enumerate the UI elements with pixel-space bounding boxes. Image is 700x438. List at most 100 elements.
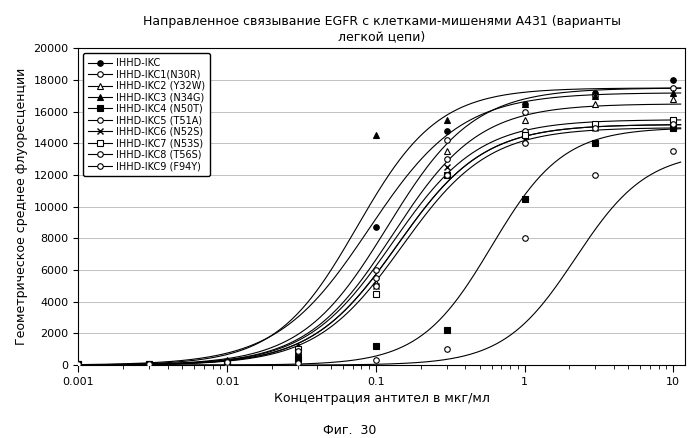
IHHD-IKC3 (N34G) xyxy=(520,101,528,106)
IHHD-IKC6 (N52S) xyxy=(520,138,528,143)
IHHD-IKC3 (N34G) xyxy=(145,361,153,366)
IHHD-IKC xyxy=(669,78,678,83)
IHHD-IKC2 (Y32W) xyxy=(669,96,678,102)
Title: Направленное связывание EGFR с клетками-мишенями А431 (варианты
легкой цепи): Направленное связывание EGFR с клетками-… xyxy=(143,15,621,43)
X-axis label: Концентрация антител в мкг/мл: Концентрация антител в мкг/мл xyxy=(274,392,489,406)
IHHD-IKC8 (T56S) xyxy=(74,362,83,367)
IHHD-IKC4 (N50T) xyxy=(442,328,451,333)
Line: IHHD-IKC3 (N34G): IHHD-IKC3 (N34G) xyxy=(76,90,676,367)
IHHD-IKC5 (T51A) xyxy=(223,359,231,364)
IHHD-IKC4 (N50T) xyxy=(669,125,678,130)
IHHD-IKC xyxy=(372,225,380,230)
IHHD-IKC2 (Y32W) xyxy=(74,362,83,367)
IHHD-IKC8 (T56S) xyxy=(372,358,380,363)
IHHD-IKC7 (N53S) xyxy=(592,122,600,127)
IHHD-IKC9 (F94Y) xyxy=(372,283,380,289)
IHHD-IKC6 (N52S) xyxy=(592,125,600,130)
Line: IHHD-IKC9 (F94Y): IHHD-IKC9 (F94Y) xyxy=(76,122,676,367)
IHHD-IKC1(N30R) xyxy=(372,268,380,273)
IHHD-IKC6 (N52S) xyxy=(74,362,83,367)
IHHD-IKC4 (N50T) xyxy=(372,343,380,349)
IHHD-IKC4 (N50T) xyxy=(145,361,153,367)
IHHD-IKC6 (N52S) xyxy=(294,350,302,355)
IHHD-IKC5 (T51A) xyxy=(294,350,302,355)
Line: IHHD-IKC7 (N53S): IHHD-IKC7 (N53S) xyxy=(76,117,676,367)
IHHD-IKC7 (N53S) xyxy=(145,361,153,367)
IHHD-IKC7 (N53S) xyxy=(294,346,302,352)
IHHD-IKC7 (N53S) xyxy=(520,133,528,138)
IHHD-IKC xyxy=(442,128,451,133)
IHHD-IKC3 (N34G) xyxy=(669,90,678,95)
Legend: IHHD-IKC, IHHD-IKC1(N30R), IHHD-IKC2 (Y32W), IHHD-IKC3 (N34G), IHHD-IKC4 (N50T),: IHHD-IKC, IHHD-IKC1(N30R), IHHD-IKC2 (Y3… xyxy=(83,53,210,176)
IHHD-IKC5 (T51A) xyxy=(442,156,451,162)
Line: IHHD-IKC4 (N50T): IHHD-IKC4 (N50T) xyxy=(76,125,676,367)
IHHD-IKC5 (T51A) xyxy=(592,122,600,127)
IHHD-IKC8 (T56S) xyxy=(442,346,451,352)
IHHD-IKC4 (N50T) xyxy=(294,356,302,361)
IHHD-IKC3 (N34G) xyxy=(223,358,231,363)
IHHD-IKC2 (Y32W) xyxy=(520,117,528,122)
IHHD-IKC9 (F94Y) xyxy=(223,359,231,364)
IHHD-IKC8 (T56S) xyxy=(669,148,678,154)
IHHD-IKC1(N30R) xyxy=(223,359,231,364)
IHHD-IKC2 (Y32W) xyxy=(294,350,302,355)
IHHD-IKC3 (N34G) xyxy=(442,117,451,122)
IHHD-IKC7 (N53S) xyxy=(223,359,231,364)
IHHD-IKC xyxy=(520,101,528,106)
IHHD-IKC9 (F94Y) xyxy=(74,362,83,367)
IHHD-IKC2 (Y32W) xyxy=(223,359,231,364)
IHHD-IKC1(N30R) xyxy=(520,109,528,114)
IHHD-IKC7 (N53S) xyxy=(74,362,83,367)
IHHD-IKC1(N30R) xyxy=(669,85,678,91)
IHHD-IKC9 (F94Y) xyxy=(669,122,678,127)
IHHD-IKC9 (F94Y) xyxy=(592,125,600,130)
IHHD-IKC7 (N53S) xyxy=(372,291,380,297)
IHHD-IKC xyxy=(592,90,600,95)
IHHD-IKC5 (T51A) xyxy=(74,362,83,367)
IHHD-IKC4 (N50T) xyxy=(520,196,528,201)
IHHD-IKC2 (Y32W) xyxy=(145,361,153,367)
IHHD-IKC2 (Y32W) xyxy=(592,101,600,106)
Line: IHHD-IKC8 (T56S): IHHD-IKC8 (T56S) xyxy=(76,148,676,367)
IHHD-IKC3 (N34G) xyxy=(294,343,302,349)
IHHD-IKC5 (T51A) xyxy=(372,276,380,281)
Line: IHHD-IKC2 (Y32W): IHHD-IKC2 (Y32W) xyxy=(76,96,676,367)
Line: IHHD-IKC1(N30R): IHHD-IKC1(N30R) xyxy=(76,85,676,367)
IHHD-IKC4 (N50T) xyxy=(74,362,83,367)
IHHD-IKC xyxy=(223,359,231,364)
IHHD-IKC7 (N53S) xyxy=(669,117,678,122)
IHHD-IKC xyxy=(145,361,153,367)
IHHD-IKC xyxy=(74,362,83,367)
IHHD-IKC3 (N34G) xyxy=(372,133,380,138)
Line: IHHD-IKC6 (N52S): IHHD-IKC6 (N52S) xyxy=(76,122,676,367)
IHHD-IKC7 (N53S) xyxy=(442,173,451,178)
Y-axis label: Геометрическое среднее флуоресценции: Геометрическое среднее флуоресценции xyxy=(15,68,28,345)
IHHD-IKC8 (T56S) xyxy=(592,173,600,178)
IHHD-IKC5 (T51A) xyxy=(145,361,153,367)
IHHD-IKC4 (N50T) xyxy=(223,359,231,364)
IHHD-IKC6 (N52S) xyxy=(223,359,231,364)
IHHD-IKC6 (N52S) xyxy=(372,283,380,289)
IHHD-IKC9 (F94Y) xyxy=(520,141,528,146)
Line: IHHD-IKC: IHHD-IKC xyxy=(76,77,676,367)
IHHD-IKC6 (N52S) xyxy=(669,122,678,127)
IHHD-IKC8 (T56S) xyxy=(145,361,153,367)
IHHD-IKC2 (Y32W) xyxy=(442,148,451,154)
IHHD-IKC6 (N52S) xyxy=(442,165,451,170)
IHHD-IKC9 (F94Y) xyxy=(442,173,451,178)
IHHD-IKC xyxy=(294,355,302,360)
IHHD-IKC1(N30R) xyxy=(592,93,600,99)
Text: Фиг.  30: Фиг. 30 xyxy=(323,424,377,437)
IHHD-IKC8 (T56S) xyxy=(294,360,302,365)
IHHD-IKC1(N30R) xyxy=(145,361,153,367)
IHHD-IKC3 (N34G) xyxy=(74,362,83,367)
IHHD-IKC3 (N34G) xyxy=(592,93,600,99)
IHHD-IKC8 (T56S) xyxy=(520,236,528,241)
IHHD-IKC6 (N52S) xyxy=(145,361,153,367)
IHHD-IKC9 (F94Y) xyxy=(145,361,153,367)
Line: IHHD-IKC5 (T51A): IHHD-IKC5 (T51A) xyxy=(76,117,676,367)
IHHD-IKC4 (N50T) xyxy=(592,141,600,146)
IHHD-IKC8 (T56S) xyxy=(223,361,231,366)
IHHD-IKC5 (T51A) xyxy=(669,117,678,122)
IHHD-IKC1(N30R) xyxy=(294,351,302,357)
